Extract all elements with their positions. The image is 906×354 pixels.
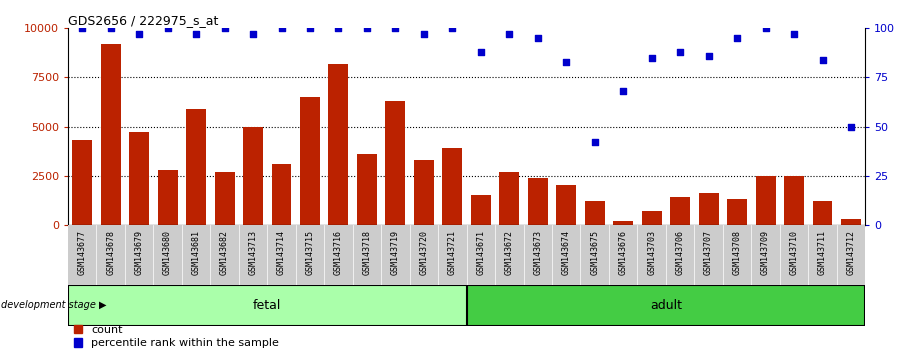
Text: GSM143677: GSM143677	[78, 230, 87, 275]
Text: GSM143719: GSM143719	[390, 230, 400, 275]
Bar	[841, 219, 861, 225]
Bar	[756, 176, 776, 225]
Bar	[243, 126, 263, 225]
Point	[188, 32, 203, 37]
Bar	[471, 195, 491, 225]
Bar	[101, 44, 120, 225]
Bar	[130, 132, 149, 225]
Text: GSM143709: GSM143709	[761, 230, 770, 275]
Point	[701, 53, 716, 59]
Bar	[442, 148, 462, 225]
Bar	[670, 197, 690, 225]
Text: GSM143680: GSM143680	[163, 230, 172, 275]
Point	[786, 32, 801, 37]
Text: GSM143678: GSM143678	[106, 230, 115, 275]
Point	[103, 25, 118, 31]
Point	[644, 55, 659, 61]
Point	[417, 32, 431, 37]
Point	[132, 32, 147, 37]
Text: GSM143682: GSM143682	[220, 230, 229, 275]
Text: GSM143672: GSM143672	[505, 230, 514, 275]
Point	[160, 25, 175, 31]
Point	[332, 25, 346, 31]
Bar	[556, 185, 576, 225]
Bar	[215, 172, 235, 225]
Bar	[528, 178, 548, 225]
Bar	[72, 140, 92, 225]
Bar	[272, 164, 292, 225]
Text: GSM143708: GSM143708	[733, 230, 742, 275]
Bar	[414, 160, 434, 225]
Bar	[641, 211, 661, 225]
Point	[758, 25, 773, 31]
Text: GSM143703: GSM143703	[647, 230, 656, 275]
Text: GSM143711: GSM143711	[818, 230, 827, 275]
Text: fetal: fetal	[253, 299, 282, 312]
Point	[502, 32, 516, 37]
Bar	[728, 199, 747, 225]
Text: GSM143681: GSM143681	[191, 230, 200, 275]
Bar	[613, 221, 633, 225]
Text: GSM143676: GSM143676	[619, 230, 628, 275]
Point	[75, 25, 90, 31]
Text: GSM143718: GSM143718	[362, 230, 371, 275]
Bar	[784, 176, 804, 225]
Bar	[300, 97, 320, 225]
Point	[730, 35, 745, 41]
Text: GSM143673: GSM143673	[534, 230, 543, 275]
Text: adult: adult	[650, 299, 682, 312]
Text: development stage ▶: development stage ▶	[1, 300, 106, 310]
Bar	[385, 101, 405, 225]
Text: GSM143710: GSM143710	[789, 230, 798, 275]
Text: GSM143712: GSM143712	[846, 230, 855, 275]
Bar	[158, 170, 178, 225]
Bar	[68, 285, 467, 326]
Point	[246, 32, 260, 37]
Bar	[699, 193, 718, 225]
Text: GSM143715: GSM143715	[305, 230, 314, 275]
Legend: count, percentile rank within the sample: count, percentile rank within the sample	[73, 325, 279, 348]
Bar	[813, 201, 833, 225]
Text: GSM143671: GSM143671	[477, 230, 486, 275]
Point	[217, 25, 232, 31]
Bar	[467, 285, 865, 326]
Point	[587, 139, 602, 145]
Point	[275, 25, 289, 31]
Text: GSM143720: GSM143720	[419, 230, 429, 275]
Point	[445, 25, 459, 31]
Text: GSM143675: GSM143675	[590, 230, 599, 275]
Text: GSM143714: GSM143714	[277, 230, 286, 275]
Point	[815, 57, 830, 63]
Text: GSM143707: GSM143707	[704, 230, 713, 275]
Text: GSM143713: GSM143713	[248, 230, 257, 275]
Point	[360, 25, 374, 31]
Bar	[186, 109, 206, 225]
Bar	[329, 64, 349, 225]
Point	[474, 49, 488, 55]
Text: GDS2656 / 222975_s_at: GDS2656 / 222975_s_at	[68, 14, 218, 27]
Point	[388, 25, 402, 31]
Text: GSM143721: GSM143721	[448, 230, 457, 275]
Bar	[357, 154, 377, 225]
Text: GSM143706: GSM143706	[676, 230, 685, 275]
Bar	[584, 201, 604, 225]
Bar	[499, 172, 519, 225]
Text: GSM143674: GSM143674	[562, 230, 571, 275]
Point	[843, 124, 858, 129]
Point	[616, 88, 631, 94]
Text: GSM143679: GSM143679	[135, 230, 144, 275]
Point	[303, 25, 317, 31]
Text: GSM143716: GSM143716	[334, 230, 343, 275]
Point	[673, 49, 688, 55]
Point	[559, 59, 573, 64]
Point	[531, 35, 545, 41]
